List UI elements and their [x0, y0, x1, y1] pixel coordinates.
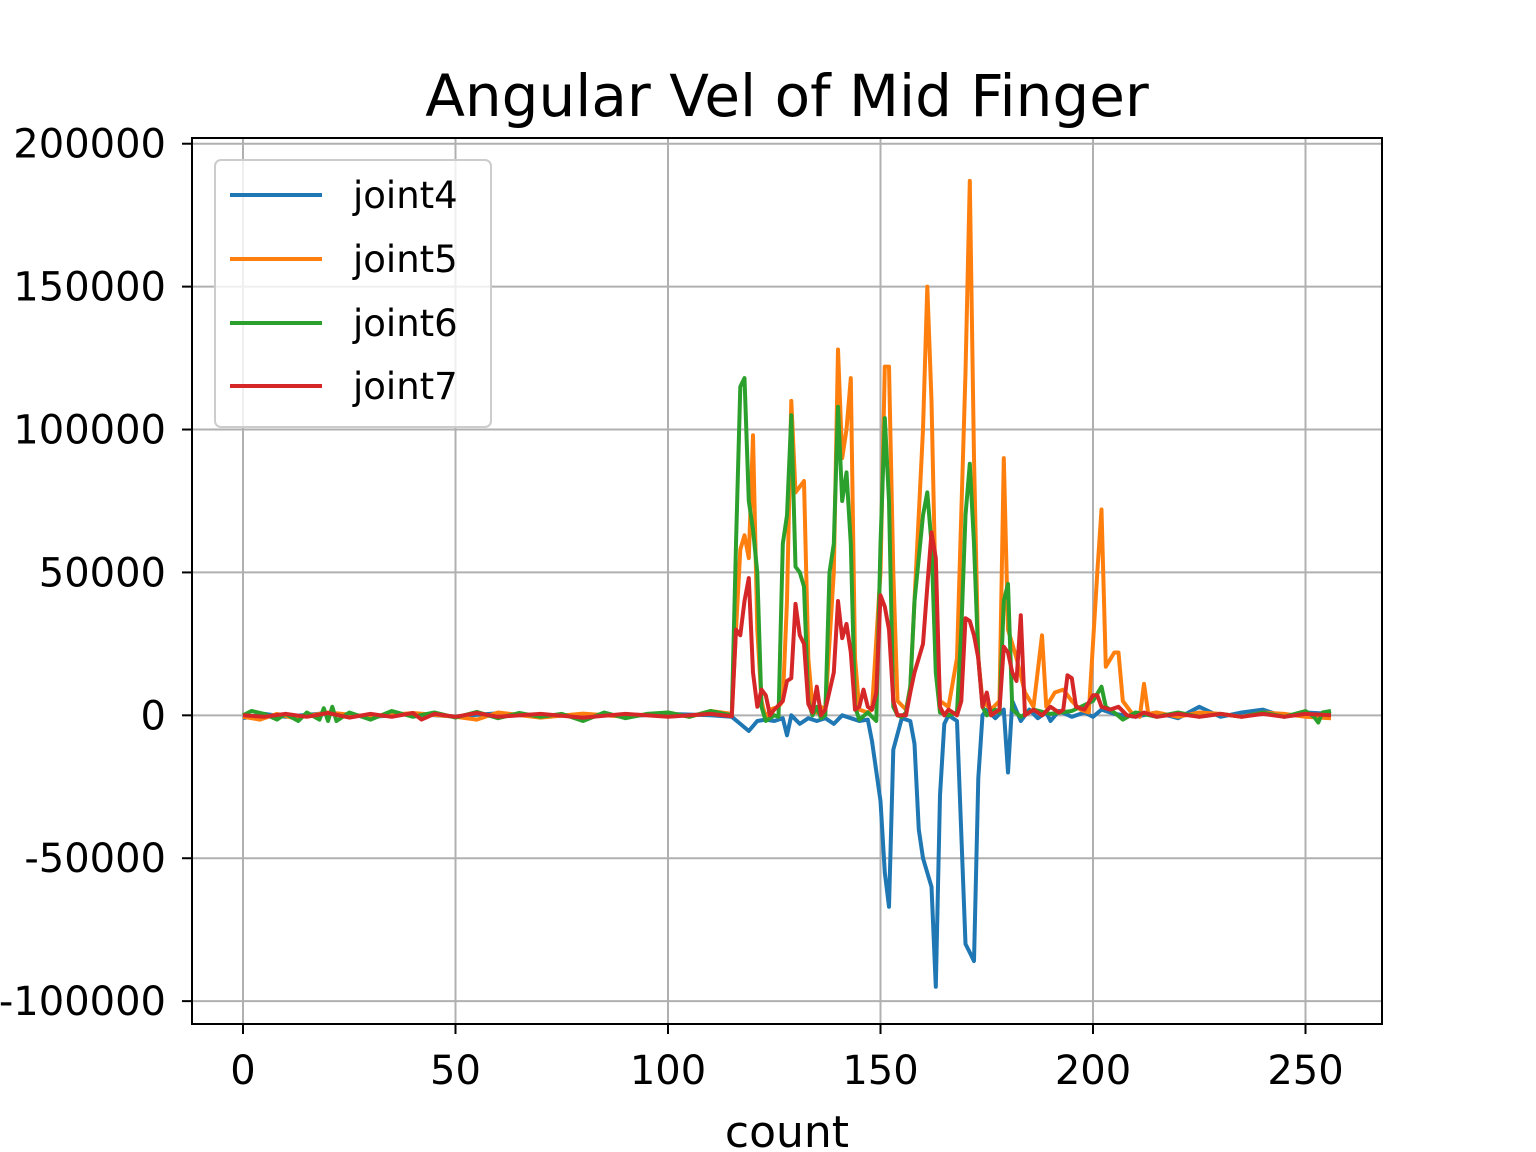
legend-entry-joint5: joint5 [230, 238, 458, 281]
legend-entry-joint7: joint7 [230, 365, 458, 408]
y-tick-label: 100000 [13, 408, 166, 454]
legend: joint4 joint5 joint6 joint7 [214, 159, 492, 428]
y-tick-label: -100000 [0, 979, 166, 1025]
series-line-joint7 [242, 530, 1332, 722]
x-tick-label: 200 [1055, 1048, 1131, 1094]
plot-frame [191, 137, 1383, 1025]
legend-label-joint4: joint4 [352, 174, 458, 217]
y-tick-label: 50000 [39, 550, 166, 596]
x-tick-label: 250 [1267, 1048, 1343, 1094]
y-tick-label: 150000 [13, 265, 166, 311]
x-axis-label: count [725, 1107, 849, 1152]
y-tick-label: -50000 [24, 836, 166, 882]
legend-entry-joint6: joint6 [230, 302, 458, 345]
x-tick-label: 100 [630, 1048, 706, 1094]
x-tick-label: 150 [842, 1048, 918, 1094]
series-lines [242, 178, 1332, 989]
legend-frame [214, 159, 492, 428]
x-tick-label: 50 [430, 1048, 481, 1094]
legend-entry-joint4: joint4 [230, 174, 458, 217]
y-tick-label: 200000 [13, 122, 166, 168]
legend-label-joint7: joint7 [352, 365, 458, 408]
chart-title: Angular Vel of Mid Finger [425, 62, 1149, 130]
legend-label-joint5: joint5 [352, 238, 458, 281]
legend-label-joint6: joint6 [352, 302, 458, 345]
grid-lines [192, 138, 1382, 1024]
y-tick-label: 0 [141, 693, 166, 739]
x-tick-label: 0 [230, 1048, 255, 1094]
axis-ticks: 0 50 100 150 200 250 -100000 -50000 0 50000 100000… [0, 122, 1344, 1094]
